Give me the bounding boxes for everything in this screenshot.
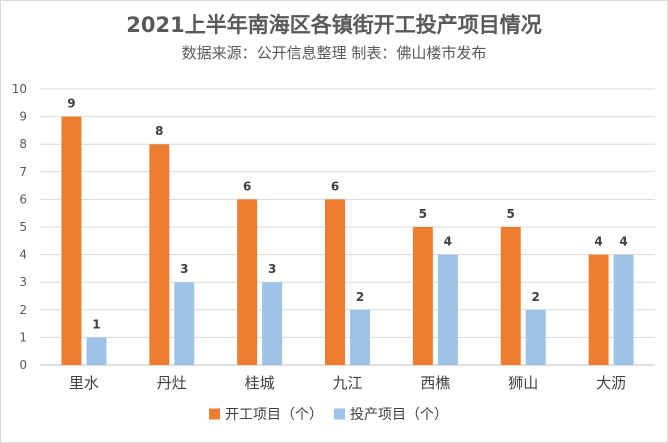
data-label: 6 <box>331 179 339 193</box>
data-label: 9 <box>67 97 75 111</box>
data-label: 4 <box>444 235 452 249</box>
legend: 开工项目（个） 投产项目（个） <box>209 407 448 423</box>
data-label: 2 <box>532 290 540 304</box>
x-axis-categories: 里水 丹灶 桂城 九江 西樵 狮山 大沥 <box>69 374 626 392</box>
legend-label: 投产项目（个） <box>350 407 448 423</box>
bar-prod-0 <box>86 337 107 365</box>
legend-swatch <box>334 408 345 420</box>
data-label: 2 <box>356 290 364 304</box>
y-tick-label: 2 <box>19 303 27 317</box>
data-label: 5 <box>507 207 515 221</box>
bar-start-3 <box>325 199 345 365</box>
category-label: 桂城 <box>245 374 275 392</box>
data-label: 8 <box>155 124 163 138</box>
legend-swatch <box>209 408 220 420</box>
y-tick-label: 3 <box>19 275 27 289</box>
category-label: 狮山 <box>508 374 538 392</box>
y-axis-ticks: 0 1 2 3 4 5 6 7 8 9 10 <box>12 82 27 372</box>
bar-start-1 <box>149 144 170 365</box>
bar-prod-1 <box>174 282 195 365</box>
y-tick-label: 8 <box>19 137 27 151</box>
data-label: 3 <box>180 262 188 276</box>
data-label: 1 <box>92 317 100 331</box>
gridlines <box>40 88 655 366</box>
bars <box>61 116 634 365</box>
y-tick-label: 9 <box>19 110 27 124</box>
y-tick-label: 4 <box>19 248 27 262</box>
bar-start-5 <box>500 227 521 365</box>
category-label: 丹灶 <box>157 374 187 392</box>
chart-title: 2021上半年南海区各镇街开工投产项目情况 <box>126 13 541 37</box>
data-labels: 9 1 8 3 6 3 6 2 5 4 5 2 4 4 <box>67 97 628 332</box>
bar-prod-2 <box>262 282 283 365</box>
y-tick-label: 10 <box>12 82 27 96</box>
data-label: 5 <box>419 207 427 221</box>
bar-prod-5 <box>525 309 546 365</box>
legend-item: 投产项目（个） <box>334 407 448 423</box>
bar-prod-6 <box>613 254 634 365</box>
chart-subtitle: 数据来源：公开信息整理 制表：佛山楼市发布 <box>182 44 487 62</box>
y-tick-label: 7 <box>19 165 27 179</box>
bar-start-2 <box>237 199 258 365</box>
category-label: 里水 <box>69 374 99 392</box>
y-tick-label: 5 <box>19 220 27 234</box>
data-label: 3 <box>268 262 276 276</box>
data-label: 4 <box>594 235 602 249</box>
y-tick-label: 0 <box>19 358 27 372</box>
bar-start-4 <box>412 227 433 365</box>
category-label: 大沥 <box>596 374 626 392</box>
legend-item: 开工项目（个） <box>209 407 323 423</box>
category-label: 西樵 <box>420 374 450 392</box>
y-tick-label: 6 <box>19 192 27 206</box>
data-label: 4 <box>619 235 627 249</box>
bar-prod-4 <box>437 254 458 365</box>
data-label: 6 <box>243 179 251 193</box>
legend-label: 开工项目（个） <box>225 407 323 423</box>
y-tick-label: 1 <box>19 330 27 344</box>
bar-start-6 <box>588 254 609 365</box>
bar-prod-3 <box>350 309 370 365</box>
bar-start-0 <box>61 116 82 365</box>
category-label: 九江 <box>332 374 362 392</box>
